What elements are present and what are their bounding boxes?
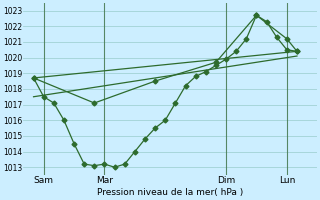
X-axis label: Pression niveau de la mer( hPa ): Pression niveau de la mer( hPa ) [97,188,244,197]
